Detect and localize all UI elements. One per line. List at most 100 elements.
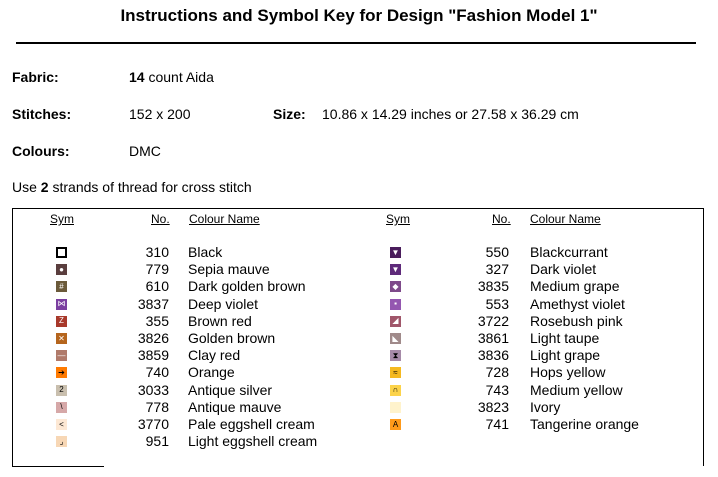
colour-name: Antique mauve	[188, 398, 282, 415]
dmc-number: 553	[485, 295, 509, 312]
colour-name: Black	[188, 244, 223, 260]
a-icon: A	[390, 419, 401, 430]
key-row-right: ▼ 327 Dark violet	[0, 261, 718, 278]
arrow-icon: ➔	[56, 367, 67, 379]
key-row-left: ➔ 740 Orange	[0, 364, 718, 381]
colour-name: Orange	[188, 364, 235, 381]
key-row-right: ⧗ 3836 Light grape	[0, 347, 718, 364]
box-foot-rule	[12, 466, 104, 467]
dmc-number: 951	[145, 433, 169, 450]
z-icon: Z	[56, 315, 67, 327]
size-label: Size:	[273, 106, 306, 122]
strands-before: Use	[12, 179, 41, 195]
wave-icon: ≈	[390, 367, 401, 379]
colour-name: Dark golden brown	[188, 278, 306, 295]
key-row-left: 2 3033 Antique silver	[0, 382, 718, 399]
colour-name: Ivory	[530, 398, 561, 415]
cross-icon: ✕	[56, 333, 67, 344]
colour-name: Deep violet	[188, 295, 259, 312]
key-row-left: ● 779 Sepia mauve	[0, 261, 718, 278]
less-than-icon: <	[56, 419, 67, 430]
arch-icon: ∩	[390, 384, 401, 396]
key-row-left: — 3859 Clay red	[0, 347, 718, 364]
header-sym-left: Sym	[50, 212, 74, 226]
colour-name: Brown red	[188, 312, 252, 329]
down-triangle-icon: ▼	[390, 264, 401, 276]
dmc-number: 743	[485, 381, 509, 398]
colour-name: Blackcurrant	[530, 244, 608, 260]
colour-name: Light taupe	[530, 330, 600, 346]
key-row-right: ◆ 3835 Medium grape	[0, 278, 718, 295]
header-name-left: Colour Name	[189, 212, 260, 226]
colour-name: Hops yellow	[530, 364, 606, 381]
key-row-right: ∩ 743 Medium yellow	[0, 382, 718, 399]
key-row-right: ▪ 553 Amethyst violet	[0, 296, 718, 313]
dmc-number: 778	[145, 398, 169, 415]
key-row-left: \ 778 Antique mauve	[0, 399, 718, 416]
strands-count: 2	[40, 179, 49, 195]
header-name-right: Colour Name	[530, 212, 601, 226]
key-row-right: ≈728 Hops yellow	[0, 364, 718, 381]
hourglass-icon: ⧗	[390, 350, 401, 362]
page-title: Instructions and Symbol Key for Design "…	[120, 6, 598, 25]
title-rule	[16, 42, 696, 44]
header-sym-right: Sym	[386, 212, 410, 226]
stitches-value: 152 x 200	[129, 106, 191, 122]
corner-triangle-icon: ◣	[390, 333, 401, 344]
colour-name: Medium grape	[530, 278, 620, 295]
diamond-icon: ◆	[390, 281, 401, 293]
key-row-right: A 741 Tangerine orange	[0, 416, 718, 433]
colour-name: Clay red	[188, 347, 241, 364]
colour-name: Rosebush pink	[530, 312, 623, 329]
dmc-number: 779	[145, 261, 169, 278]
dmc-number: 355	[145, 312, 169, 329]
dmc-number: 550	[485, 244, 509, 260]
dmc-number: 3823	[477, 398, 509, 415]
size-value: 10.86 x 14.29 inches or 27.58 x 36.29 cm	[322, 106, 579, 122]
dmc-number: 740	[145, 364, 169, 381]
dmc-number: 3826	[137, 330, 169, 346]
dmc-number: 310	[145, 244, 169, 260]
key-row-left: ✕ 3826 Golden brown	[0, 330, 718, 347]
colours-value: DMC	[129, 143, 161, 159]
colour-name: Golden brown	[188, 330, 276, 346]
dmc-number: 327	[485, 261, 509, 278]
dmc-number: 728	[485, 364, 509, 381]
header-no-left: No.	[151, 212, 170, 226]
key-row-left: #610 Dark golden brown	[0, 278, 718, 295]
colour-name: Dark violet	[530, 261, 597, 278]
key-row-right: 3823 Ivory	[0, 399, 718, 416]
colour-name: Light grape	[530, 347, 601, 364]
corner-icon: ⌟	[56, 436, 67, 448]
dmc-number: 3033	[137, 381, 169, 398]
key-row-left: 310 Black	[0, 244, 718, 261]
bowtie-icon: ⋈	[56, 298, 67, 310]
dot-icon: ●	[56, 264, 67, 276]
key-row-left: Z 355 Brown red	[0, 313, 718, 330]
key-row-left: <3770 Pale eggshell cream	[0, 416, 718, 433]
key-row-left: ⌟ 951 Light eggshell cream	[0, 433, 718, 450]
header-no-right: No.	[492, 212, 511, 226]
down-triangle-icon: ▼	[390, 247, 401, 258]
colour-name: Antique silver	[188, 381, 273, 398]
stitches-label: Stitches:	[12, 106, 72, 122]
fabric-value: 14 count Aida	[129, 69, 214, 85]
symbol-key-box	[12, 208, 704, 466]
colour-name: Medium yellow	[530, 381, 623, 398]
dash-icon: —	[56, 350, 67, 362]
key-row-right: ◢ 3722 Rosebush pink	[0, 313, 718, 330]
key-row-right: ▼ 550 Blackcurrant	[0, 244, 718, 261]
dmc-number: 741	[485, 416, 509, 432]
dmc-number: 3722	[477, 312, 509, 329]
colour-name: Sepia mauve	[188, 261, 270, 278]
dmc-number: 3835	[477, 278, 509, 295]
dmc-number: 3836	[477, 347, 509, 364]
key-row-left: ⋈ 3837 Deep violet	[0, 296, 718, 313]
key-row-right: ◣ 3861 Light taupe	[0, 330, 718, 347]
backslash-icon: \	[56, 401, 67, 413]
dmc-number: 3861	[477, 330, 509, 346]
fabric-label: Fabric:	[12, 69, 59, 85]
small-square-icon: ▪	[390, 298, 401, 310]
corner-triangle-icon: ◢	[390, 315, 401, 327]
dmc-number: 3770	[137, 416, 169, 432]
